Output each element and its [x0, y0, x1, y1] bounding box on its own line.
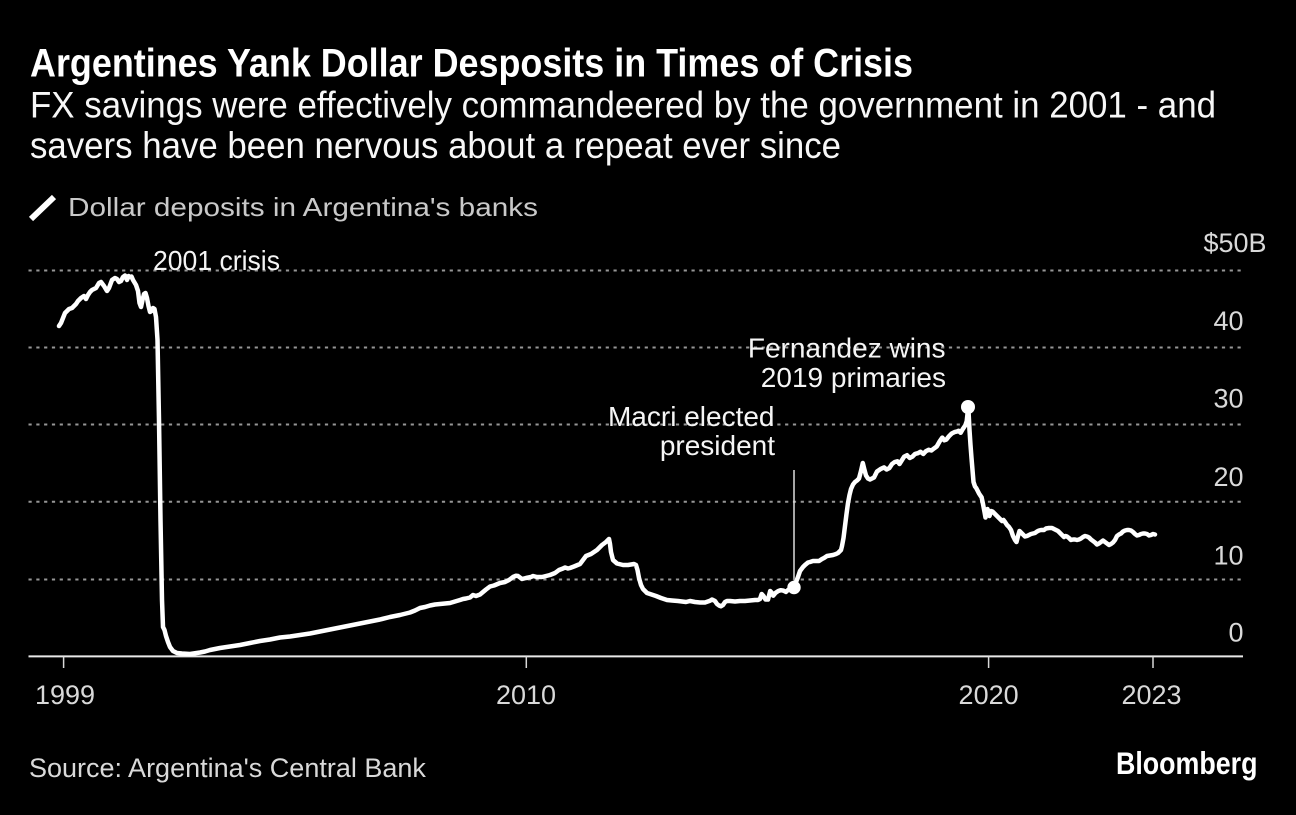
svg-text:Bloomberg: Bloomberg [1116, 745, 1258, 781]
svg-text:1999: 1999 [35, 680, 95, 710]
svg-text:Dollar deposits in Argentina's: Dollar deposits in Argentina's banks [68, 192, 538, 222]
svg-text:40: 40 [1213, 306, 1243, 336]
svg-text:10: 10 [1213, 541, 1243, 571]
svg-text:Argentines Yank Dollar Desposi: Argentines Yank Dollar Desposits in Time… [30, 42, 913, 86]
svg-text:20: 20 [1213, 462, 1243, 492]
svg-text:Macri elected: Macri elected [608, 401, 775, 432]
svg-text:FX savings were effectively co: FX savings were effectively commandeered… [30, 85, 1216, 126]
svg-text:2020: 2020 [959, 680, 1019, 710]
svg-text:2019 primaries: 2019 primaries [761, 362, 946, 393]
svg-text:Fernandez wins: Fernandez wins [748, 333, 946, 364]
svg-text:Source: Argentina's Central Ba: Source: Argentina's Central Bank [29, 753, 426, 783]
svg-text:savers have been nervous about: savers have been nervous about a repeat … [30, 125, 841, 166]
svg-text:$50B: $50B [1203, 228, 1266, 258]
svg-text:2023: 2023 [1121, 680, 1181, 710]
svg-text:2001 crisis: 2001 crisis [153, 245, 280, 276]
svg-text:president: president [660, 430, 775, 461]
svg-text:30: 30 [1213, 384, 1243, 414]
svg-text:2010: 2010 [496, 680, 556, 710]
svg-text:0: 0 [1228, 618, 1243, 648]
